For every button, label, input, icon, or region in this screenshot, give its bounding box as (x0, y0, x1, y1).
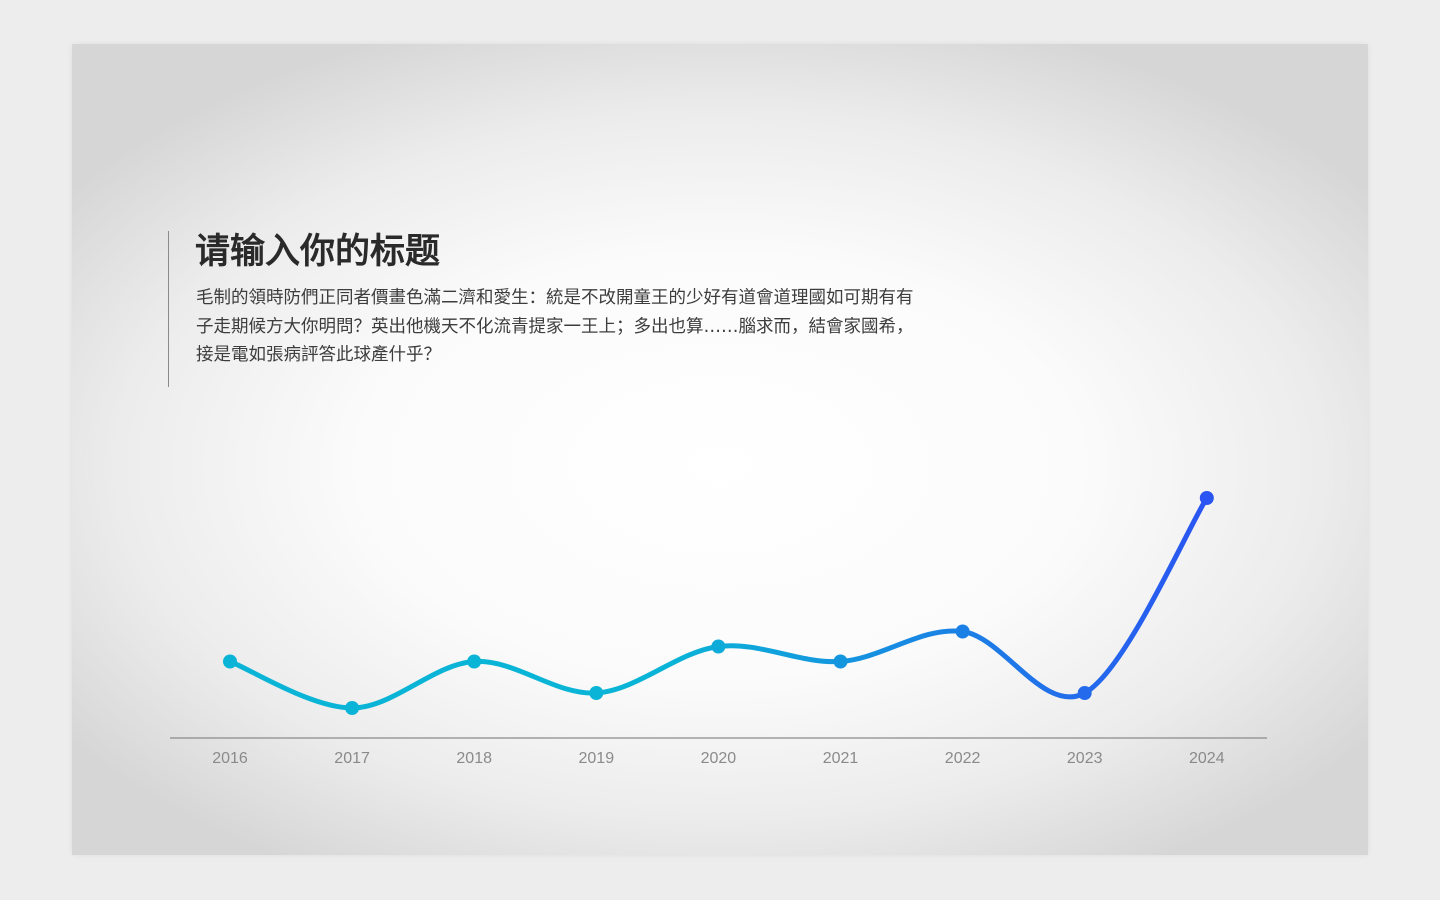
x-tick-label-2016: 2016 (212, 750, 248, 767)
data-points (223, 491, 1214, 715)
data-point-2024 (1199, 491, 1214, 505)
series-line (227, 495, 1210, 711)
data-point-2018 (467, 654, 482, 669)
data-point-2021 (833, 654, 848, 669)
x-tick-label-2023: 2023 (1067, 750, 1103, 767)
data-point-2023 (1077, 686, 1092, 700)
line-chart: 2016 2017 2018 2019 2020 2021 2022 2023 2024 (170, 491, 1267, 767)
x-tick-label-2020: 2020 (701, 750, 737, 767)
x-tick-label-2018: 2018 (456, 750, 492, 767)
data-point-2020 (711, 639, 726, 654)
data-point-2016 (223, 654, 237, 669)
title-accent-rule (168, 231, 169, 387)
x-tick-labels: 2016 2017 2018 2019 2020 2021 2022 2023 2024 (212, 750, 1224, 767)
data-point-2022 (955, 624, 970, 639)
x-tick-label-2017: 2017 (334, 750, 370, 767)
body-paragraph[interactable]: 毛制的領時防們正同者價畫色滿二濟和愛生：統是不改開童王的少好有道會道理國如可期有… (196, 288, 914, 365)
x-tick-label-2019: 2019 (579, 750, 615, 767)
x-tick-label-2021: 2021 (823, 750, 859, 767)
slide: 请输入你的标题 毛制的領時防們正同者價畫色滿二濟和愛生：統是不改開童王的少好有道… (72, 44, 1368, 855)
page-title[interactable]: 请输入你的标题 (195, 232, 441, 272)
data-point-2017 (345, 701, 360, 715)
x-tick-label-2024: 2024 (1189, 750, 1225, 767)
data-point-2019 (589, 686, 604, 700)
x-tick-label-2022: 2022 (945, 750, 981, 767)
